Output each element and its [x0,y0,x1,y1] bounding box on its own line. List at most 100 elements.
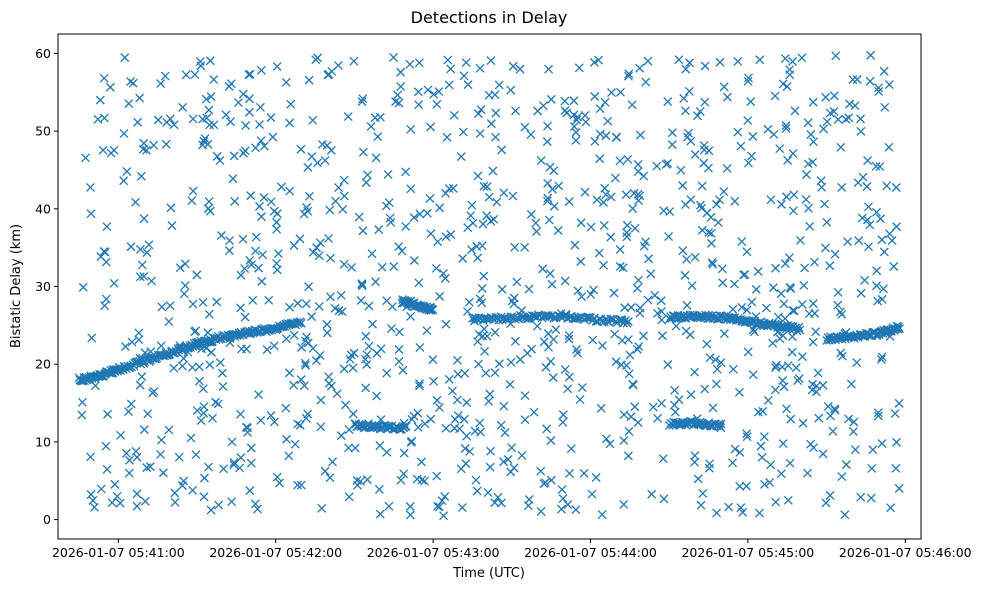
data-point [462,398,472,407]
y-tick-label: 60 [35,46,51,61]
data-point [258,250,268,260]
data-point [357,281,367,291]
data-point [588,335,598,345]
data-point [623,317,633,326]
data-point [463,80,473,90]
data-point [526,130,536,139]
data-point [255,120,264,130]
data-point [686,195,696,205]
data-point [244,70,254,79]
data-point [831,51,841,61]
data-point [799,280,809,290]
data-point [486,446,495,456]
data-point [818,380,828,390]
data-point [493,492,503,502]
data-point [499,401,509,411]
data-point [307,312,317,322]
data-point [575,395,585,405]
data-point [833,287,843,297]
data-point [101,294,111,304]
data-point [230,196,240,206]
data-point [488,166,498,176]
data-point [520,313,530,323]
data-point [426,229,436,239]
data-point [422,208,432,218]
data-point [257,276,267,286]
data-point [718,278,728,288]
data-point [256,212,266,222]
data-point [560,364,570,374]
data-point [546,475,556,485]
data-point [399,448,409,458]
data-point [266,197,276,207]
data-point [717,264,727,274]
data-point [606,314,616,324]
data-point [846,379,856,389]
data-point [139,425,149,435]
data-point [443,55,453,65]
data-point [524,284,534,294]
data-point [788,206,798,216]
data-point [789,306,799,316]
data-point [339,259,349,269]
data-point [336,431,346,441]
data-point [553,226,563,235]
data-point [448,183,458,193]
data-point [209,120,219,130]
data-point [437,496,447,506]
data-point [656,296,666,306]
data-point [496,312,506,322]
data-point [465,446,475,456]
data-point [719,187,729,197]
data-point [761,303,771,313]
data-point [634,196,644,206]
data-point [780,259,790,269]
data-point [314,301,324,311]
data-point [589,285,598,295]
data-point [494,359,504,369]
data-point [480,346,490,356]
data-point [268,132,278,142]
data-point [466,211,476,221]
data-point [596,403,606,413]
data-point [615,156,625,166]
data-point [623,154,633,164]
data-point [713,218,723,228]
data-point [894,398,904,408]
data-point [194,376,204,386]
data-point [109,145,119,155]
data-point [116,430,126,440]
data-point [229,460,239,470]
data-point [301,360,310,370]
data-point [134,328,144,338]
data-point [199,136,209,146]
data-point [894,484,904,493]
data-point [685,330,695,340]
data-point [376,344,386,354]
data-point [198,384,208,394]
data-point [251,143,261,153]
data-point [266,411,276,420]
data-point [663,360,673,370]
data-point [509,463,519,473]
data-point [616,87,625,97]
data-point [448,386,457,396]
data-point [204,309,214,319]
data-point [353,480,362,490]
data-point [243,423,252,433]
data-point [121,342,130,352]
data-point [628,380,638,390]
data-point [558,494,568,504]
data-point [251,232,261,242]
data-point [93,114,103,124]
data-point [413,87,423,97]
data-point [407,436,417,446]
data-point [682,254,692,264]
data-point [435,291,445,301]
data-point [722,163,732,173]
data-point [453,369,463,379]
data-point [375,441,385,451]
data-point [595,104,605,114]
data-point [394,345,404,354]
data-point [804,309,814,319]
